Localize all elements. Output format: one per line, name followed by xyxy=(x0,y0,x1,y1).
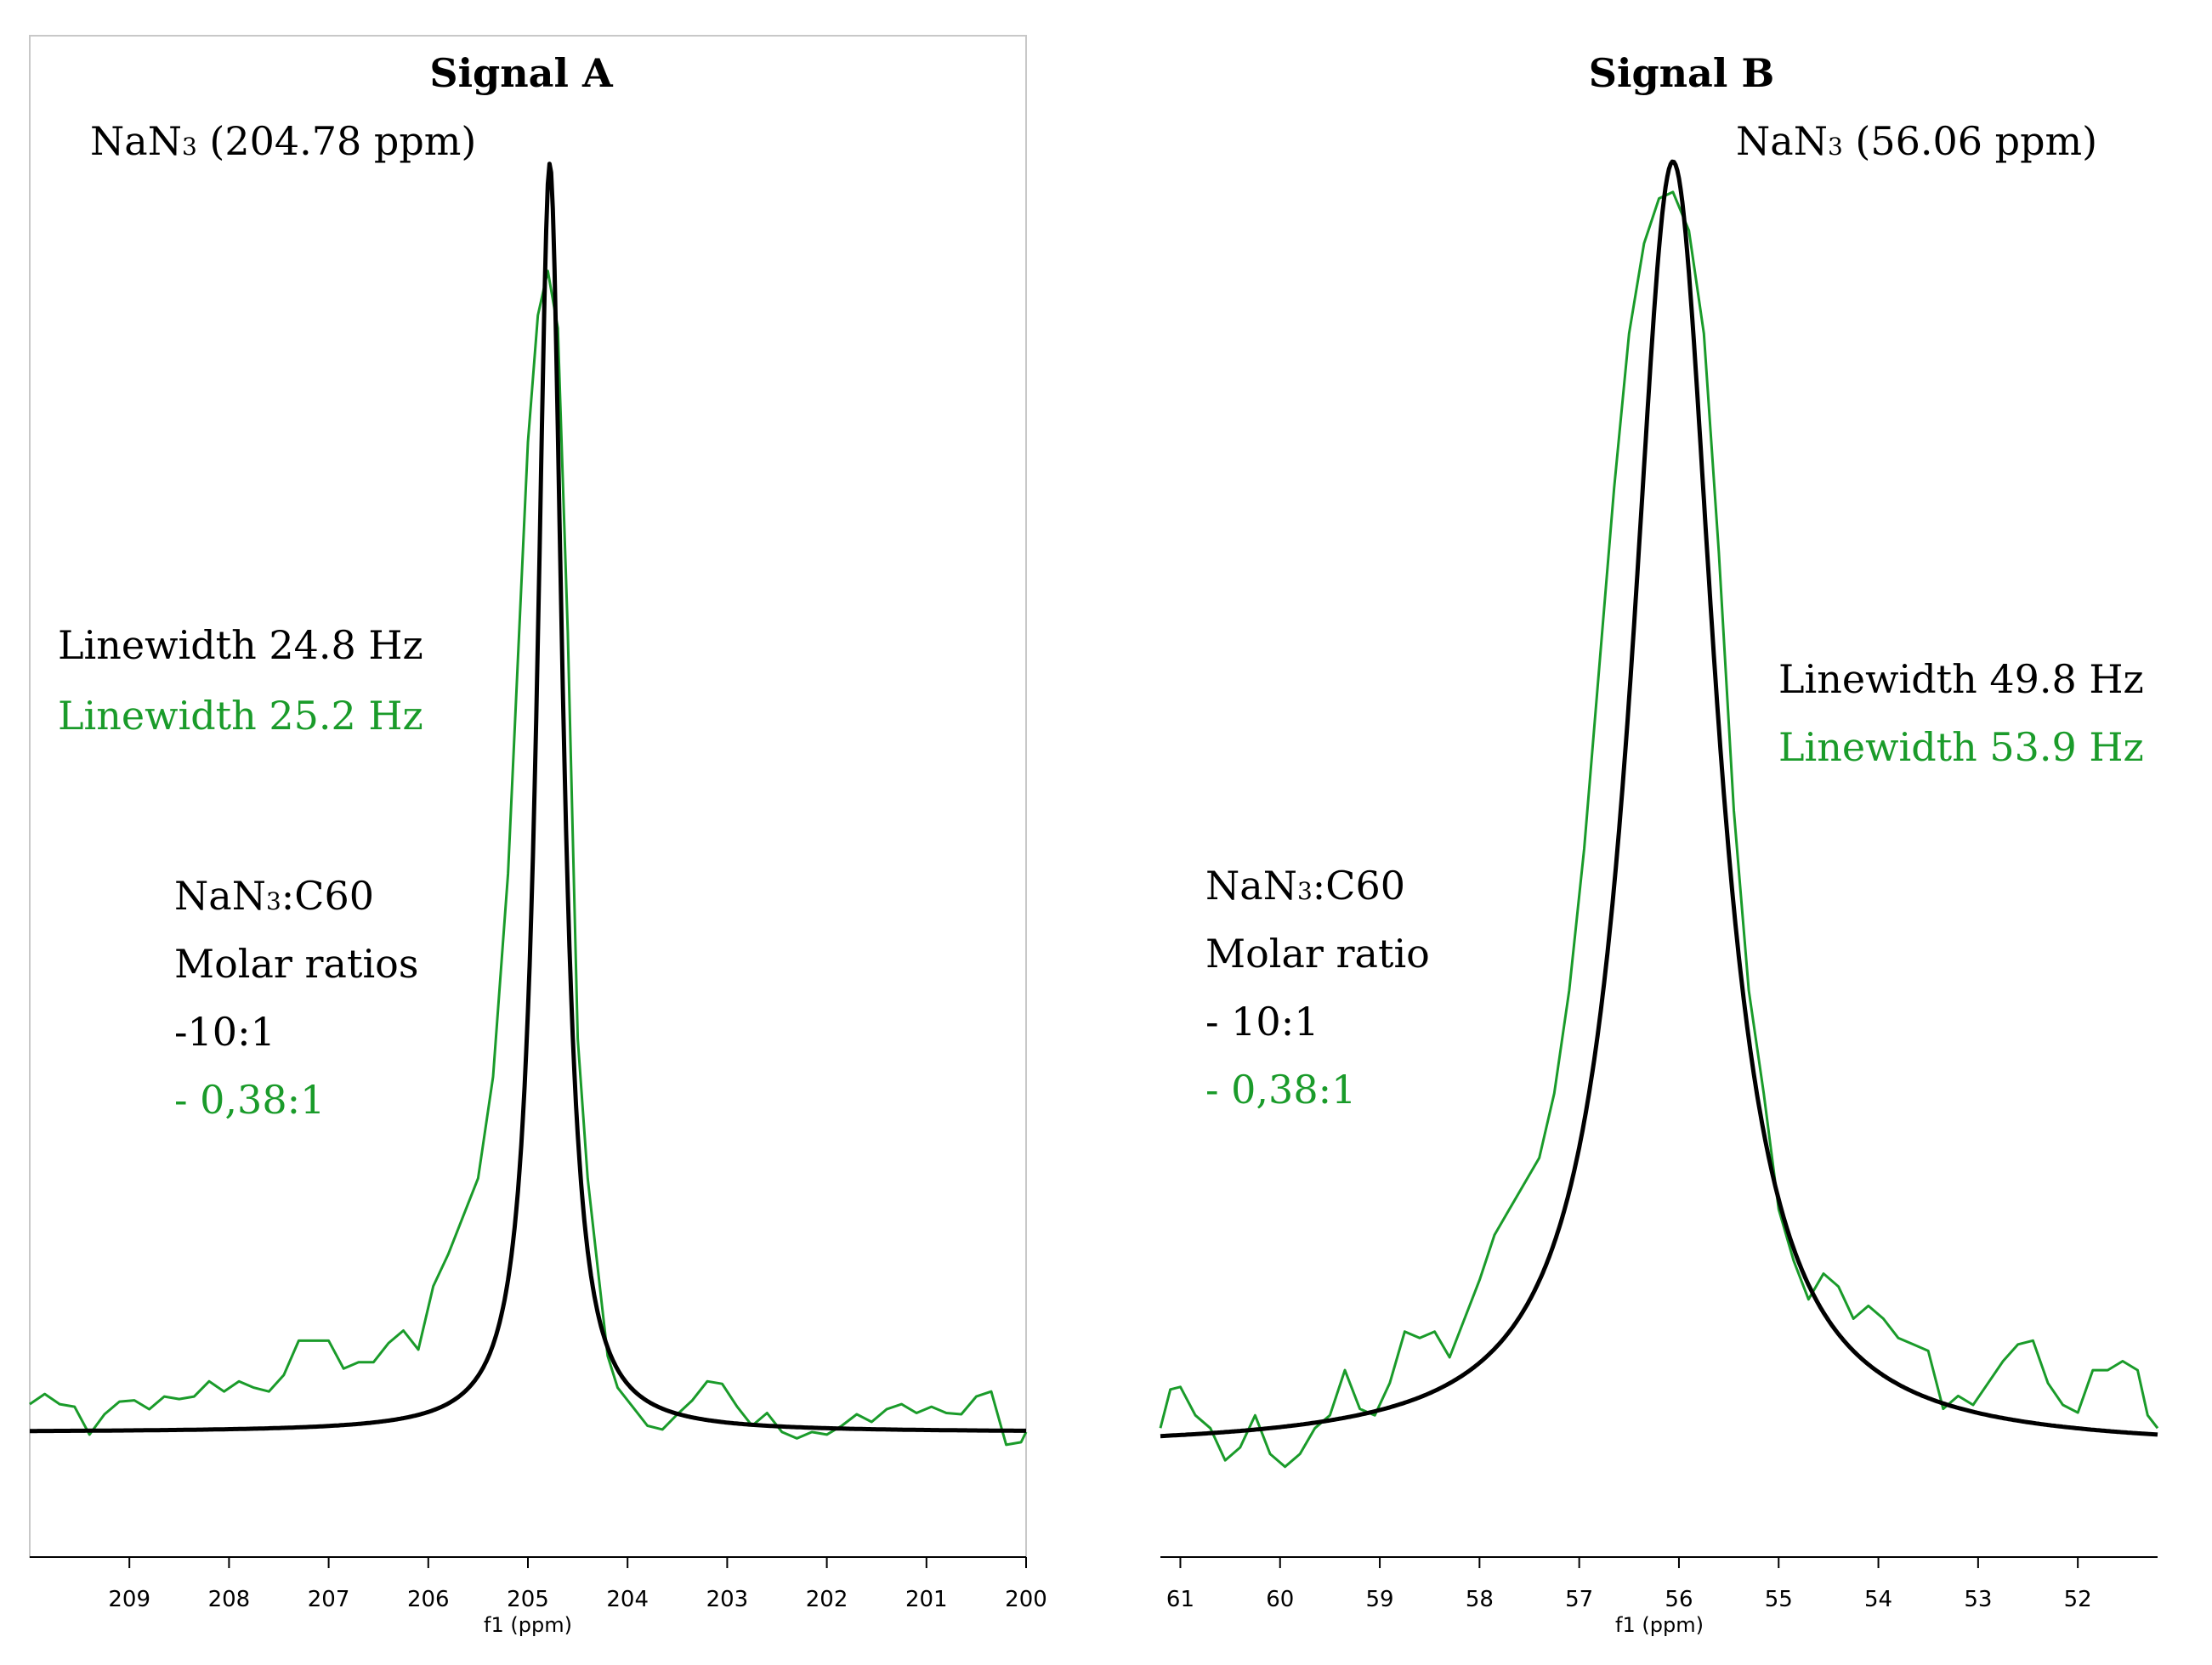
panel-a-title: Signal A xyxy=(429,50,614,96)
panel-a-ratio-heading: NaN3:C60 xyxy=(174,873,374,919)
tick-label: 61 xyxy=(1166,1587,1194,1612)
tick-label: 59 xyxy=(1366,1587,1394,1612)
tick-label: 52 xyxy=(2064,1587,2092,1612)
tick-label: 202 xyxy=(806,1587,848,1612)
series-line-green xyxy=(1159,190,2159,1469)
panel-b-ratio-black: - 10:1 xyxy=(1205,999,1319,1045)
tick-label: 56 xyxy=(1665,1587,1693,1612)
panel-b-linewidth-black: Linewidth 49.8 Hz xyxy=(1778,656,2144,702)
panel-signal-a: 209 208 207 206 205 204 203 202 201 200 f1 (ppm) … xyxy=(29,35,1047,1637)
tick-label: 60 xyxy=(1266,1587,1294,1612)
tick-label: 57 xyxy=(1565,1587,1593,1612)
tick-label: 58 xyxy=(1466,1587,1494,1612)
panel-b-ratio-subheading: Molar ratio xyxy=(1205,931,1430,977)
panel-a-curves xyxy=(29,161,1028,1447)
panel-a-ticks: 209 208 207 206 205 204 203 202 201 200 xyxy=(108,1557,1047,1612)
tick-label: 201 xyxy=(905,1587,948,1612)
panel-b-title: Signal B xyxy=(1589,50,1774,96)
tick-label: 53 xyxy=(1964,1587,1992,1612)
panel-a-ratio-subheading: Molar ratios xyxy=(174,941,418,987)
panel-a-linewidth-black: Linewidth 24.8 Hz xyxy=(58,622,423,668)
panel-b-peak-label: NaN3 (56.06 ppm) xyxy=(1736,118,2097,164)
series-line-green xyxy=(29,269,1028,1447)
panel-a-linewidth-green: Linewidth 25.2 Hz xyxy=(58,693,423,739)
tick-label: 54 xyxy=(1864,1587,1892,1612)
tick-label: 204 xyxy=(606,1587,649,1612)
panel-b-ratio-heading: NaN3:C60 xyxy=(1205,863,1405,909)
panel-a-xlabel: f1 (ppm) xyxy=(484,1613,572,1637)
panel-a-peak-label: NaN3 (204.78 ppm) xyxy=(90,118,476,164)
tick-label: 203 xyxy=(706,1587,749,1612)
series-line-black xyxy=(29,161,1027,1434)
panel-a-ratio-green: - 0,38:1 xyxy=(174,1077,325,1123)
panel-b-ratio-green: - 0,38:1 xyxy=(1205,1067,1356,1113)
tick-label: 209 xyxy=(108,1587,150,1612)
panel-a-ratio-black: -10:1 xyxy=(174,1009,275,1055)
panel-signal-b: 61 60 59 58 57 56 55 54 53 52 f1 (ppm) Signal B N… xyxy=(1159,50,2159,1637)
panel-b-ticks: 61 60 59 58 57 56 55 54 53 52 xyxy=(1166,1557,2092,1612)
panel-a-frame xyxy=(29,35,1027,1558)
tick-label: 207 xyxy=(308,1587,350,1612)
series-line-black xyxy=(1160,159,2158,1439)
tick-label: 55 xyxy=(1765,1587,1793,1612)
panel-b-curves xyxy=(1159,159,2159,1469)
tick-label: 208 xyxy=(208,1587,251,1612)
panel-b-linewidth-green: Linewidth 53.9 Hz xyxy=(1778,724,2144,770)
panel-b-xlabel: f1 (ppm) xyxy=(1615,1613,1704,1637)
tick-label: 205 xyxy=(507,1587,549,1612)
tick-label: 200 xyxy=(1005,1587,1047,1612)
tick-label: 206 xyxy=(407,1587,450,1612)
